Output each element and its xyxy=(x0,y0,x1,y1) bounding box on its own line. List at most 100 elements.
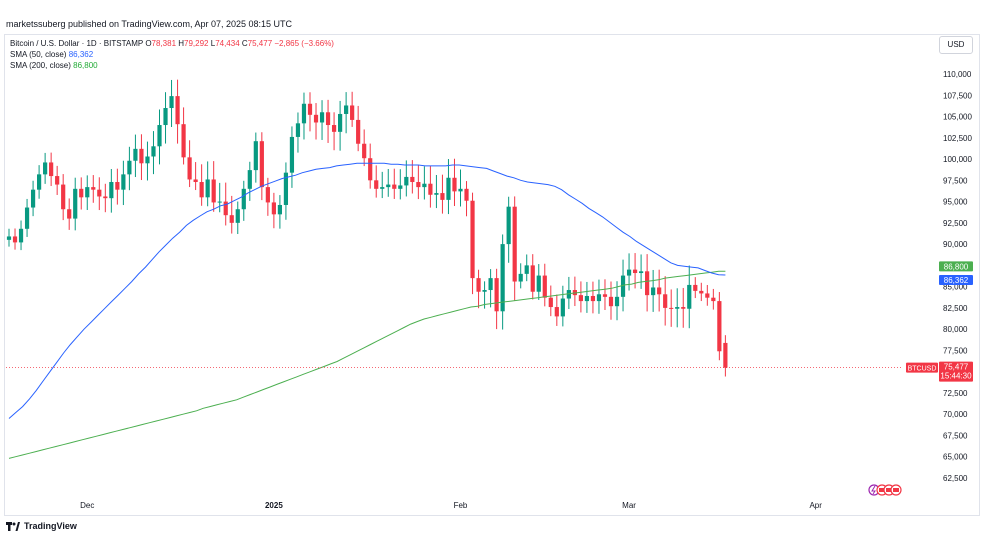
tradingview-footer[interactable]: TradingView xyxy=(6,521,77,531)
y-tick-label: 92,500 xyxy=(943,219,968,228)
candle-body xyxy=(717,301,722,352)
candle xyxy=(476,269,481,309)
candle-body xyxy=(458,188,463,192)
y-tick-label: 72,500 xyxy=(943,389,968,398)
candle xyxy=(241,180,246,221)
candle-body xyxy=(669,307,674,309)
candle-body xyxy=(657,287,662,295)
price-tag-value: 75,477 xyxy=(944,363,969,372)
candle-body xyxy=(518,273,523,282)
candle xyxy=(428,165,433,208)
candle-body xyxy=(259,141,264,188)
candle xyxy=(669,289,674,327)
candle-body xyxy=(73,188,78,219)
candle-body xyxy=(494,278,499,312)
candle-body xyxy=(422,183,427,188)
candle xyxy=(211,161,216,212)
sma50-legend-row[interactable]: SMA (50, close) 86,362 xyxy=(10,49,334,60)
candle xyxy=(578,281,583,313)
candle-body xyxy=(693,284,698,291)
candle-body xyxy=(687,284,692,309)
ohlc-low: 74,434 xyxy=(215,39,240,48)
candle xyxy=(494,268,499,330)
candle xyxy=(12,228,18,250)
candle xyxy=(380,171,385,199)
sma50-legend-label: SMA (50, close) xyxy=(10,50,67,59)
candle xyxy=(49,152,54,187)
candle xyxy=(247,161,252,201)
candle-body xyxy=(723,342,728,368)
candle xyxy=(464,181,469,217)
candle-body xyxy=(404,176,409,186)
candle-body xyxy=(428,183,433,195)
y-tick-label: 80,000 xyxy=(943,325,968,334)
candle-body xyxy=(91,187,96,190)
y-tick-label: 110,000 xyxy=(943,70,972,79)
currency-button[interactable]: USD xyxy=(939,36,973,54)
candle-body xyxy=(596,294,602,302)
candle xyxy=(67,198,72,230)
candle-body xyxy=(620,275,626,297)
sma50-tag-bg xyxy=(939,275,973,286)
candle xyxy=(24,198,30,237)
candle xyxy=(55,165,60,195)
candle-body xyxy=(398,185,403,189)
candle xyxy=(416,164,421,200)
candle xyxy=(524,254,529,282)
candle-body xyxy=(338,113,343,132)
candle-body xyxy=(217,201,222,203)
y-tick-label: 70,000 xyxy=(943,410,968,419)
candle-body xyxy=(193,179,198,183)
candle xyxy=(536,264,541,300)
candle-body xyxy=(681,307,686,309)
candle xyxy=(368,143,373,189)
y-tick-label: 67,500 xyxy=(943,431,968,440)
sma200-legend-row[interactable]: SMA (200, close) 86,800 xyxy=(10,60,334,71)
sma50-legend-value: 86,362 xyxy=(68,50,94,59)
candle-body xyxy=(37,174,42,190)
candle-body xyxy=(356,119,361,144)
candle xyxy=(554,294,559,326)
sma50-tag: 86,362 xyxy=(944,276,969,285)
candle-body xyxy=(380,187,385,189)
candle xyxy=(350,91,355,127)
candle xyxy=(590,281,596,314)
candle-body xyxy=(151,146,156,157)
candle xyxy=(422,166,427,200)
x-tick-label: Dec xyxy=(80,501,94,510)
candle-body xyxy=(253,141,258,171)
candle-body xyxy=(325,112,331,126)
candle xyxy=(43,152,48,184)
candle-body xyxy=(602,294,608,297)
candle-body xyxy=(163,108,168,126)
candle-body xyxy=(548,297,553,308)
x-tick-label: Feb xyxy=(454,501,468,510)
candle-body xyxy=(506,206,511,245)
candle xyxy=(699,282,704,302)
candle-body xyxy=(560,298,565,317)
candle-body xyxy=(675,307,680,309)
candle-body xyxy=(488,278,493,291)
candle-body xyxy=(464,188,469,201)
candle-body xyxy=(440,193,445,200)
candle xyxy=(163,92,168,144)
candle xyxy=(331,112,337,151)
candle xyxy=(458,169,463,207)
candle-body xyxy=(97,189,102,197)
y-tick-label: 77,500 xyxy=(943,346,968,355)
candle-body xyxy=(530,265,535,292)
y-tick-label: 85,000 xyxy=(943,283,968,292)
chart-panel[interactable] xyxy=(4,34,980,516)
candle xyxy=(711,288,716,310)
candle xyxy=(410,160,415,194)
candle-body xyxy=(651,287,656,296)
candle xyxy=(717,292,722,361)
candle xyxy=(145,141,150,181)
symbol-row: Bitcoin / U.S. Dollar · 1D · BITSTAMP O7… xyxy=(10,38,334,49)
symbol-title: Bitcoin / U.S. Dollar · 1D · BITSTAMP xyxy=(10,39,144,48)
brand-name: TradingView xyxy=(24,521,77,531)
candle xyxy=(386,168,391,197)
candle xyxy=(398,169,403,200)
sma200-tag: 86,800 xyxy=(944,262,969,271)
